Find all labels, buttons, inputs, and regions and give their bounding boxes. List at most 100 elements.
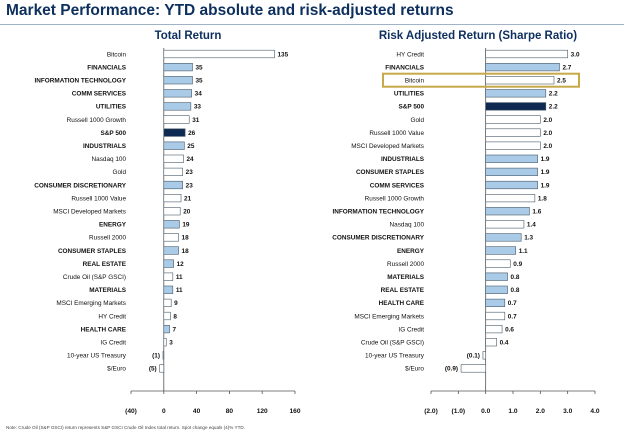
sharpe-bar-bitcoin bbox=[485, 76, 555, 85]
sharpe-chart-title: Risk Adjusted Return (Sharpe Ratio) bbox=[379, 30, 577, 42]
sharpe-value-label-russell-2000: 0.9 bbox=[513, 261, 522, 268]
total-return-value-label-ig-credit: 3 bbox=[169, 340, 173, 347]
total-return-value-label-health-care: 7 bbox=[173, 326, 177, 333]
sharpe-tick-label-1: (1.0) bbox=[452, 408, 466, 415]
total-return-value-label-utilities: 33 bbox=[194, 104, 202, 111]
sharpe-value-label-msci-emerging-markets: 0.7 bbox=[508, 313, 517, 320]
sharpe-category-industrials: INDUSTRIALS bbox=[381, 156, 425, 163]
sharpe-category-ig-credit: IG Credit bbox=[398, 326, 424, 333]
sharpe-category-utilities: UTILITIES bbox=[394, 91, 425, 98]
sharpe-value-label-financials: 2.7 bbox=[562, 64, 571, 71]
total-return-category-health-care: HEALTH CARE bbox=[81, 326, 127, 333]
sharpe-category-bitcoin: Bitcoin bbox=[405, 78, 425, 85]
total-return-value-label-bitcoin: 135 bbox=[278, 51, 289, 58]
total-return-bar-materials bbox=[163, 285, 174, 294]
sharpe-category-usd-euro: $/Euro bbox=[405, 366, 424, 373]
total-return-value-label-real-estate: 12 bbox=[177, 261, 185, 268]
sharpe-value-label-industrials: 1.9 bbox=[541, 156, 550, 163]
sharpe-category-msci-emerging-markets: MSCI Emerging Markets bbox=[354, 313, 424, 320]
sharpe-category-information-technology: INFORMATION TECHNOLOGY bbox=[333, 209, 425, 216]
total-return-bar-utilities bbox=[163, 102, 192, 111]
total-return-bar-russell-1000-value bbox=[163, 194, 182, 203]
sharpe-category-materials: MATERIALS bbox=[387, 274, 425, 281]
sharpe-bar-usd-euro bbox=[460, 364, 486, 373]
total-return-category-ig-credit: IG Credit bbox=[100, 340, 126, 347]
total-return-value-label-nasdaq-100: 24 bbox=[186, 156, 194, 163]
sharpe-value-label-real-estate: 0.8 bbox=[511, 287, 520, 294]
sharpe-value-label-crude-oil-sandp-gsci: 0.4 bbox=[500, 340, 509, 347]
sharpe-bar-hy-credit bbox=[485, 49, 568, 59]
sharpe-bar-financials bbox=[485, 62, 560, 72]
total-return-bar-crude-oil-sandp-gsci bbox=[163, 272, 174, 281]
sharpe-bar-gold bbox=[485, 115, 541, 124]
total-return-tick-label-0: (40) bbox=[125, 408, 137, 415]
sharpe-bar-utilities bbox=[485, 89, 547, 98]
sharpe-category-financials: FINANCIALS bbox=[385, 64, 424, 71]
total-return-value-label-10-year-us-treasury: (1) bbox=[152, 353, 160, 360]
total-return-category-industrials: INDUSTRIALS bbox=[83, 143, 127, 150]
sharpe-value-label-bitcoin: 2.5 bbox=[557, 78, 566, 85]
total-return-category-consumer-staples: CONSUMER STAPLES bbox=[58, 248, 127, 255]
title-divider bbox=[0, 24, 624, 25]
total-return-value-label-gold: 23 bbox=[186, 169, 194, 176]
total-return-tick-label-3: 80 bbox=[226, 408, 234, 415]
total-return-category-msci-emerging-markets: MSCI Emerging Markets bbox=[56, 300, 126, 307]
sharpe-bar-materials bbox=[485, 272, 508, 281]
sharpe-category-crude-oil-sandp-gsci: Crude Oil (S&P GSCI) bbox=[361, 340, 424, 347]
total-return-bar-comm-services bbox=[163, 89, 192, 98]
sharpe-category-energy: ENERGY bbox=[397, 248, 425, 255]
sharpe-value-label-health-care: 0.7 bbox=[508, 300, 517, 307]
sharpe-value-label-materials: 0.8 bbox=[511, 274, 520, 281]
sharpe-category-real-estate: REAL ESTATE bbox=[381, 287, 425, 294]
sharpe-bar-consumer-discretionary bbox=[485, 233, 522, 242]
sharpe-tick-label-5: 3.0 bbox=[563, 408, 572, 415]
sharpe-bar-msci-developed-markets bbox=[485, 141, 541, 150]
sharpe-bar-comm-services bbox=[485, 180, 538, 190]
total-return-bar-health-care bbox=[163, 324, 170, 334]
total-return-tick-label-4: 120 bbox=[257, 408, 268, 415]
sharpe-bar-msci-emerging-markets bbox=[485, 311, 506, 321]
total-return-chart-title: Total Return bbox=[155, 30, 222, 42]
total-return-category-nasdaq-100: Nasdaq 100 bbox=[92, 156, 127, 163]
footnote: Note: Crude Oil (S&P GSCI) return repres… bbox=[6, 425, 245, 430]
sharpe-bar-russell-2000 bbox=[485, 259, 511, 268]
total-return-bar-bitcoin bbox=[163, 49, 275, 59]
sharpe-category-gold: Gold bbox=[411, 117, 425, 124]
total-return-value-label-crude-oil-sandp-gsci: 11 bbox=[176, 274, 183, 281]
charts-canvas: Total Return Bitcoin 135 FINANCIALS 35 INFORM… bbox=[34, 30, 600, 415]
total-return-value-label-energy: 19 bbox=[182, 222, 190, 229]
total-return-value-label-usd-euro: (5) bbox=[149, 366, 157, 373]
total-return-bar-information-technology bbox=[163, 76, 193, 85]
total-return-category-russell-2000: Russell 2000 bbox=[89, 235, 126, 242]
sharpe-value-label-nasdaq-100: 1.4 bbox=[527, 222, 536, 229]
sharpe-category-russell-1000-growth: Russell 1000 Growth bbox=[365, 195, 425, 202]
total-return-bar-ig-credit bbox=[163, 338, 167, 347]
sharpe-category-russell-2000: Russell 2000 bbox=[387, 261, 424, 268]
total-return-bar-hy-credit bbox=[163, 311, 171, 321]
total-return-category-crude-oil-sandp-gsci: Crude Oil (S&P GSCI) bbox=[63, 274, 126, 281]
sharpe-bar-health-care bbox=[485, 298, 506, 308]
sharpe-bar-russell-1000-value bbox=[485, 128, 541, 137]
total-return-category-usd-euro: $/Euro bbox=[107, 366, 126, 373]
total-return-value-label-information-technology: 35 bbox=[196, 78, 204, 85]
sharpe-category-health-care: HEALTH CARE bbox=[379, 300, 425, 307]
total-return-value-label-sandp-500: 26 bbox=[188, 130, 196, 137]
sharpe-bar-industrials bbox=[485, 154, 538, 163]
total-return-category-financials: FINANCIALS bbox=[87, 64, 126, 71]
total-return-category-comm-services: COMM SERVICES bbox=[72, 91, 127, 98]
total-return-bar-msci-developed-markets bbox=[163, 207, 181, 216]
total-return-category-real-estate: REAL ESTATE bbox=[83, 261, 127, 268]
sharpe-value-label-energy: 1.1 bbox=[519, 248, 528, 255]
sharpe-bar-energy bbox=[485, 246, 517, 255]
total-return-tick-label-2: 40 bbox=[193, 408, 201, 415]
total-return-bar-russell-1000-growth bbox=[163, 115, 190, 124]
total-return-bar-nasdaq-100 bbox=[163, 154, 184, 163]
total-return-category-gold: Gold bbox=[113, 169, 127, 176]
total-return-value-label-materials: 11 bbox=[176, 287, 183, 294]
sharpe-category-consumer-staples: CONSUMER STAPLES bbox=[356, 169, 425, 176]
total-return-bar-usd-euro bbox=[159, 364, 165, 373]
sharpe-tick-label-2: 0.0 bbox=[481, 408, 490, 415]
total-return-bar-gold bbox=[163, 167, 183, 177]
total-return-bar-consumer-staples bbox=[163, 246, 179, 255]
total-return-category-materials: MATERIALS bbox=[89, 287, 127, 294]
